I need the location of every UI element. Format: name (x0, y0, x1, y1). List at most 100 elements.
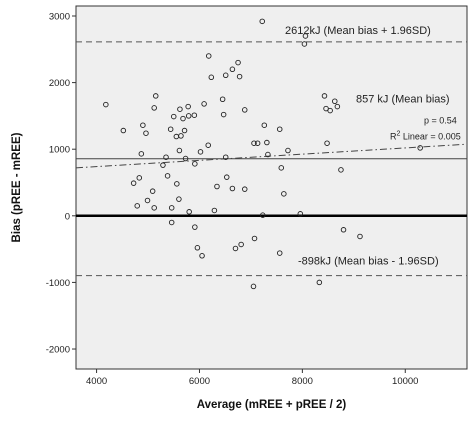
data-point (211, 207, 218, 214)
data-point (223, 174, 230, 180)
data-point (251, 235, 258, 242)
reference-lines (75, 41, 468, 277)
y-tick-label: 1000 (49, 145, 70, 156)
y-axis-title: Bias (pREE - mREE) (11, 132, 23, 242)
x-tick-label: 6000 (189, 376, 210, 387)
data-point (276, 250, 283, 256)
data-point (357, 233, 363, 240)
data-point (178, 133, 184, 139)
data-point (174, 181, 180, 187)
data-point (208, 74, 215, 81)
data-point (191, 112, 198, 118)
data-point (185, 103, 191, 110)
data-point (143, 130, 149, 136)
data-point (219, 96, 226, 102)
data-point (260, 212, 266, 218)
data-point (176, 147, 183, 154)
data-point (285, 147, 291, 154)
data-point (417, 145, 423, 151)
y-tick-label: -1000 (46, 278, 70, 289)
data-point (214, 183, 220, 190)
data-point (201, 101, 207, 107)
y-axis-ticks: -2000 -1000 0 1000 2000 3000 (46, 11, 76, 356)
x-axis-ticks: 4000 6000 8000 10000 (86, 369, 418, 387)
r-squared-superscript: 2 (397, 131, 401, 138)
data-point (324, 140, 330, 146)
data-point (281, 191, 287, 197)
data-point (302, 33, 309, 39)
data-point (144, 197, 151, 204)
data-point (176, 196, 182, 202)
data-point (316, 279, 323, 286)
x-tick-label: 4000 (86, 376, 107, 387)
data-point (163, 154, 169, 160)
data-point (238, 241, 244, 248)
annotations: 2612kJ (Mean bias + 1.96SD) 857 kJ (Mean… (285, 25, 461, 268)
data-point (236, 73, 243, 80)
data-point (235, 59, 241, 66)
data-point (340, 227, 347, 233)
data-point (332, 98, 338, 104)
data-point (120, 127, 127, 134)
y-tick-label: 2000 (49, 78, 70, 89)
data-point (229, 185, 236, 192)
plot-area (75, 5, 468, 370)
data-points (103, 18, 423, 290)
data-point (301, 41, 308, 47)
r-squared-r: R (390, 132, 397, 142)
data-point (182, 155, 189, 162)
upper-loa-label: 2612kJ (Mean bias + 1.96SD) (285, 25, 431, 37)
data-point (254, 140, 261, 146)
data-point (151, 105, 157, 111)
data-point (250, 283, 257, 290)
data-point (241, 186, 248, 192)
y-tick-label: 0 (65, 211, 70, 222)
r-squared-label: R2 Linear = 0.005 (390, 131, 461, 142)
data-point (192, 224, 198, 230)
data-point (192, 161, 198, 167)
data-point (149, 188, 156, 194)
data-point (327, 107, 333, 114)
data-point (185, 113, 192, 119)
data-point (136, 175, 143, 181)
data-point (276, 126, 283, 132)
data-point (194, 245, 201, 251)
data-point (103, 101, 109, 108)
data-point (265, 151, 271, 158)
data-point (264, 139, 270, 146)
data-point (321, 93, 328, 99)
y-tick-label: -2000 (46, 345, 70, 356)
data-point (251, 140, 257, 146)
data-point (297, 211, 304, 217)
data-point (259, 18, 265, 25)
data-point (186, 209, 192, 215)
lower-loa-label: -898kJ (Mean bias - 1.96SD) (298, 256, 439, 268)
data-point (197, 149, 204, 155)
data-point (241, 107, 248, 113)
data-point (177, 106, 183, 112)
data-point (220, 111, 227, 118)
data-point (199, 253, 205, 259)
x-tick-label: 8000 (292, 376, 313, 387)
data-point (229, 66, 236, 73)
data-point (261, 122, 268, 128)
data-point (205, 53, 212, 59)
x-tick-label: 10000 (392, 376, 418, 387)
data-point (205, 142, 211, 148)
data-point (138, 151, 145, 157)
data-point (222, 154, 229, 160)
x-axis-title: Average (mREE + pREE / 2) (197, 399, 347, 411)
data-point (170, 113, 177, 120)
r-squared-value: Linear = 0.005 (400, 132, 460, 142)
data-point (338, 167, 344, 173)
data-point (168, 219, 175, 226)
p-value-label: p = 0.54 (424, 116, 457, 126)
data-point (168, 205, 175, 211)
data-point (140, 122, 146, 128)
data-point (130, 180, 137, 186)
data-point (151, 205, 157, 211)
mean-bias-label: 857 kJ (Mean bias) (356, 94, 450, 106)
data-point (181, 127, 188, 134)
data-point (164, 173, 171, 179)
